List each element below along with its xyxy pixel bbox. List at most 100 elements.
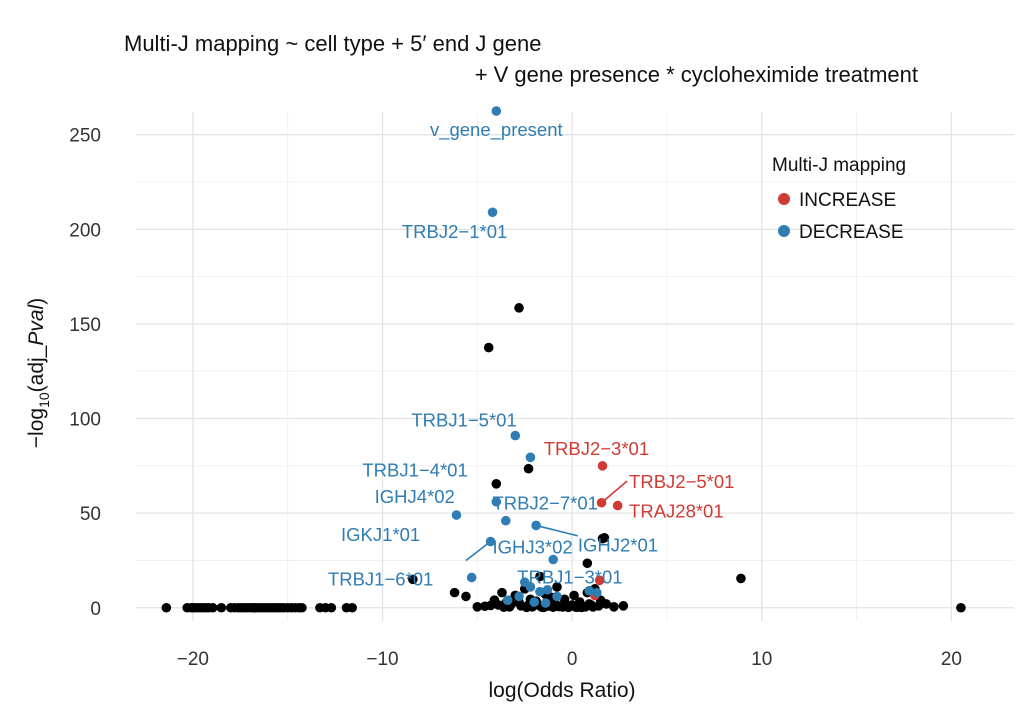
data-point xyxy=(521,602,532,613)
data-point xyxy=(326,602,337,613)
data-point xyxy=(502,595,513,605)
y-label-prefix: −log xyxy=(25,408,48,448)
data-point xyxy=(593,601,604,611)
data-point xyxy=(956,602,966,613)
point-annotation: TRBJ1−3*01 xyxy=(517,567,622,588)
annotation-leaders xyxy=(465,480,628,562)
point-annotation: IGHJ4*02 xyxy=(375,486,455,507)
point-annotation: IGHJ2*01 xyxy=(578,534,658,555)
data-point xyxy=(514,303,524,313)
data-point xyxy=(554,601,564,612)
data-point xyxy=(297,602,307,613)
data-point xyxy=(525,582,536,592)
data-points xyxy=(161,106,966,613)
y-label-italic: Pval xyxy=(25,303,48,345)
point-annotation: TRBJ2−3*01 xyxy=(544,438,649,459)
data-point xyxy=(542,584,553,595)
data-point xyxy=(618,601,629,611)
data-point xyxy=(529,597,540,607)
chart-title-line2: + V gene presence * cycloheximide treatm… xyxy=(475,62,918,87)
annotation-leader xyxy=(601,480,628,504)
data-point xyxy=(499,602,509,612)
point-annotation: TRBJ1−5*01 xyxy=(411,409,516,430)
data-point xyxy=(487,207,498,218)
data-point xyxy=(535,571,545,582)
data-point xyxy=(466,572,477,583)
data-point xyxy=(548,554,558,565)
data-point xyxy=(497,587,507,598)
data-point xyxy=(592,587,602,598)
data-point xyxy=(451,510,462,520)
data-point xyxy=(535,586,545,597)
data-point xyxy=(601,599,612,609)
point-annotation: TRBJ1−4*01 xyxy=(362,460,467,481)
x-tick-label: 20 xyxy=(941,649,962,670)
x-tick-label: 0 xyxy=(567,649,578,670)
x-tick-label: 10 xyxy=(751,649,772,670)
data-point xyxy=(559,594,570,605)
data-point xyxy=(594,575,605,586)
data-point xyxy=(510,430,521,441)
data-point xyxy=(491,106,502,116)
y-tick-label: 250 xyxy=(69,126,101,147)
data-point xyxy=(612,500,623,511)
point-annotation: TRBJ2−7*01 xyxy=(493,493,598,514)
y-tick-label: 150 xyxy=(69,315,101,336)
data-point xyxy=(216,602,227,613)
x-axis-ticks: −20 −10 0 10 20 xyxy=(177,649,962,670)
y-tick-label: 0 xyxy=(90,599,101,620)
data-point xyxy=(208,602,218,613)
data-point xyxy=(597,533,608,544)
legend-increase-swatch xyxy=(778,193,790,205)
data-point xyxy=(597,461,608,471)
data-point xyxy=(485,600,496,611)
data-point xyxy=(472,602,483,612)
point-annotation: IGKJ1*01 xyxy=(341,524,420,545)
y-tick-label: 50 xyxy=(80,504,101,525)
y-label-mid: (adj_ xyxy=(25,345,48,392)
data-point xyxy=(552,582,562,592)
legend-decrease-label: DECREASE xyxy=(799,222,904,243)
point-annotation: IGHJ3*02 xyxy=(493,536,573,557)
data-point xyxy=(569,590,579,601)
data-point xyxy=(540,598,551,608)
annotation-labels: v_gene_present TRBJ2−1*01 TRBJ1−5*01 TRBJ1−… xyxy=(328,119,735,589)
x-axis-label: log(Odds Ratio) xyxy=(488,679,635,702)
data-point xyxy=(500,515,511,526)
point-annotation: TRBJ2−5*01 xyxy=(629,471,734,492)
data-point xyxy=(609,602,619,612)
annotation-leader xyxy=(465,540,492,562)
x-tick-label: −20 xyxy=(177,649,209,670)
data-point xyxy=(161,602,172,613)
data-point xyxy=(565,601,576,611)
data-point xyxy=(584,585,595,596)
data-point xyxy=(347,602,357,613)
data-point xyxy=(408,574,418,585)
point-annotation: TRBJ1−6*01 xyxy=(328,568,433,589)
y-label-subscript: 10 xyxy=(36,392,52,408)
point-annotation: v_gene_present xyxy=(430,119,563,141)
data-point xyxy=(552,591,562,602)
y-label-suffix: ) xyxy=(25,298,48,305)
data-point xyxy=(582,558,593,569)
data-point xyxy=(584,599,595,609)
data-point xyxy=(491,496,502,507)
data-point xyxy=(483,342,494,353)
data-point xyxy=(523,463,534,474)
data-point xyxy=(449,587,460,598)
data-point xyxy=(576,602,587,613)
y-axis-label: −log10(adj_Pval) xyxy=(25,298,52,448)
legend-increase-label: INCREASE xyxy=(799,190,896,211)
data-point xyxy=(491,479,502,489)
legend-title: Multi-J mapping xyxy=(772,155,906,176)
y-tick-label: 100 xyxy=(69,410,101,431)
point-annotation: TRBJ2−1*01 xyxy=(402,221,507,242)
data-point xyxy=(514,591,524,602)
point-annotation: TRAJ28*01 xyxy=(629,500,724,521)
data-point xyxy=(525,452,536,463)
y-tick-label: 200 xyxy=(69,220,101,241)
chart-title-line1: Multi-J mapping ~ cell type + 5′ end J g… xyxy=(124,31,541,56)
y-axis-ticks: 0 50 100 150 200 250 xyxy=(69,126,101,620)
